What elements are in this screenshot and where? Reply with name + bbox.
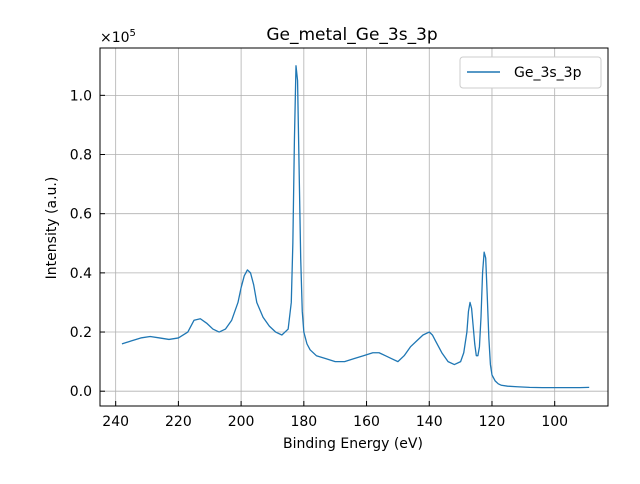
chart-title: Ge_metal_Ge_3s_3p xyxy=(266,25,437,45)
ticks: 240 220 200 180 160 140 120 100 0.0 0.2 0.4 0.6 0.8 1… xyxy=(70,88,568,430)
x-tick-label: 220 xyxy=(165,414,192,430)
y-multiplier-base: ×10 xyxy=(100,30,130,46)
y-multiplier-exponent: 5 xyxy=(130,28,136,39)
x-tick-label: 240 xyxy=(102,414,129,430)
grid xyxy=(100,48,608,406)
y-tick-label: 0.4 xyxy=(70,266,92,282)
y-tick-label: 0.6 xyxy=(70,207,92,223)
y-tick-label: 0.2 xyxy=(70,325,92,341)
x-tick-label: 140 xyxy=(416,414,443,430)
series-layer xyxy=(121,65,590,389)
legend: Ge_3s_3p xyxy=(459,56,602,89)
x-axis-label: Binding Energy (eV) xyxy=(283,436,423,452)
legend-box xyxy=(459,56,602,89)
plot-frame xyxy=(99,47,609,407)
legend-entry-label: Ge_3s_3p xyxy=(514,65,582,81)
y-axis-label: Intensity (a.u.) xyxy=(44,177,60,280)
x-tick-label: 200 xyxy=(228,414,255,430)
x-tick-label: 180 xyxy=(290,414,317,430)
series-line-0 xyxy=(121,65,590,389)
x-tick-label: 120 xyxy=(479,414,506,430)
y-axis-multiplier: ×105 xyxy=(100,28,136,46)
x-tick-label: 160 xyxy=(353,414,380,430)
y-tick-label: 0.8 xyxy=(70,148,92,164)
y-tick-label: 1.0 xyxy=(70,88,92,104)
x-tick-label: 100 xyxy=(541,414,568,430)
y-tick-label: 0.0 xyxy=(70,384,92,400)
plot-area xyxy=(100,48,608,406)
